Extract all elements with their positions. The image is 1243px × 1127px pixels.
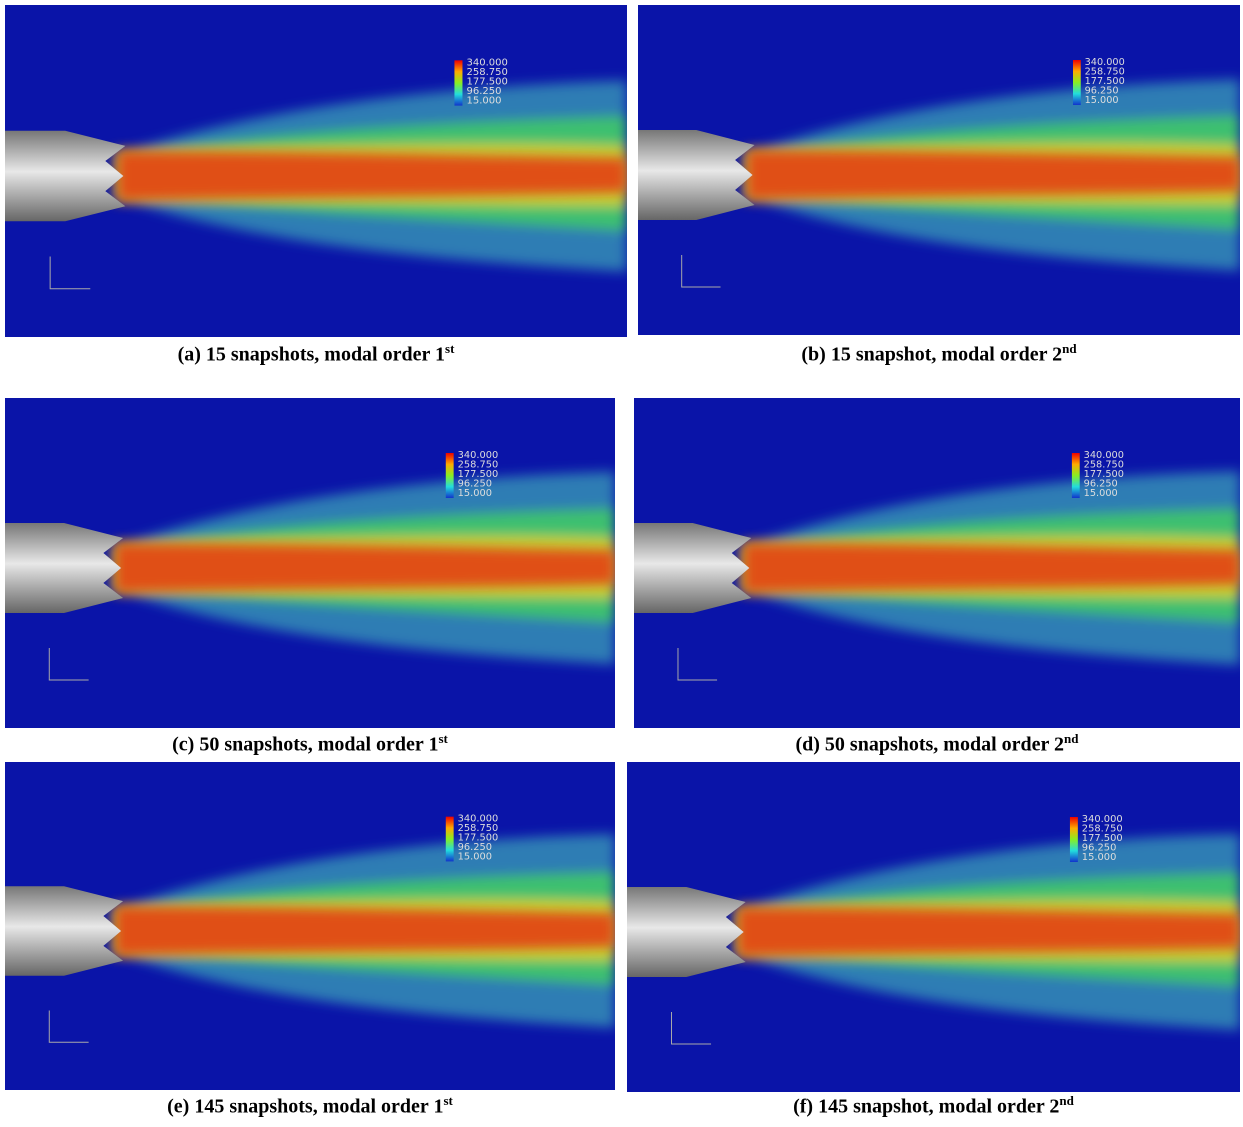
colorbar-label: 15.000 xyxy=(458,851,492,862)
colorbar xyxy=(446,453,454,498)
nozzle xyxy=(5,886,123,975)
plume-core xyxy=(738,907,1240,957)
plume-core xyxy=(743,543,1240,593)
nozzle xyxy=(638,130,755,220)
caption-text: (d) 50 snapshots, modal order 2 xyxy=(795,734,1064,756)
caption-text: (a) 15 snapshots, modal order 1 xyxy=(178,344,445,366)
colorbar xyxy=(446,817,454,862)
colorbar-label: 15.000 xyxy=(458,488,492,499)
caption-sup: st xyxy=(445,341,454,356)
nozzle xyxy=(5,131,125,222)
caption-text: (b) 15 snapshot, modal order 2 xyxy=(801,344,1062,366)
figure: 340.000258.750177.50096.25015.000 (a) 15 … xyxy=(0,0,1243,1127)
caption-sup: nd xyxy=(1062,341,1076,356)
plume-core xyxy=(115,906,615,956)
colorbar xyxy=(1073,60,1081,105)
nozzle xyxy=(627,887,746,977)
colorbar-label: 15.000 xyxy=(1084,488,1118,499)
nozzle xyxy=(5,523,123,613)
colorbar-label: 15.000 xyxy=(1082,852,1117,863)
caption: (a) 15 snapshots, modal order 1st xyxy=(5,341,627,367)
colorbar xyxy=(1070,817,1078,862)
caption: (c) 50 snapshots, modal order 1st xyxy=(5,731,615,757)
caption-text: (c) 50 snapshots, modal order 1 xyxy=(172,734,438,756)
caption-text: (e) 145 snapshots, modal order 1 xyxy=(167,1096,443,1118)
caption: (f) 145 snapshot, modal order 2nd xyxy=(627,1093,1240,1119)
plume-core xyxy=(747,150,1240,200)
caption: (b) 15 snapshot, modal order 2nd xyxy=(638,341,1240,367)
caption-sup: st xyxy=(438,731,447,746)
colorbar-label: 15.000 xyxy=(466,96,501,107)
plume-core xyxy=(115,543,615,593)
caption-text: (f) 145 snapshot, modal order 2 xyxy=(793,1096,1059,1118)
colorbar xyxy=(454,60,462,105)
colorbar xyxy=(1072,453,1080,498)
caption: (d) 50 snapshots, modal order 2nd xyxy=(634,731,1240,757)
caption: (e) 145 snapshots, modal order 1st xyxy=(5,1093,615,1119)
caption-sup: nd xyxy=(1064,731,1078,746)
caption-sup: st xyxy=(443,1093,452,1108)
caption-sup: nd xyxy=(1059,1093,1073,1108)
nozzle xyxy=(634,523,751,613)
colorbar-label: 15.000 xyxy=(1085,95,1119,106)
plume-core xyxy=(117,151,627,201)
